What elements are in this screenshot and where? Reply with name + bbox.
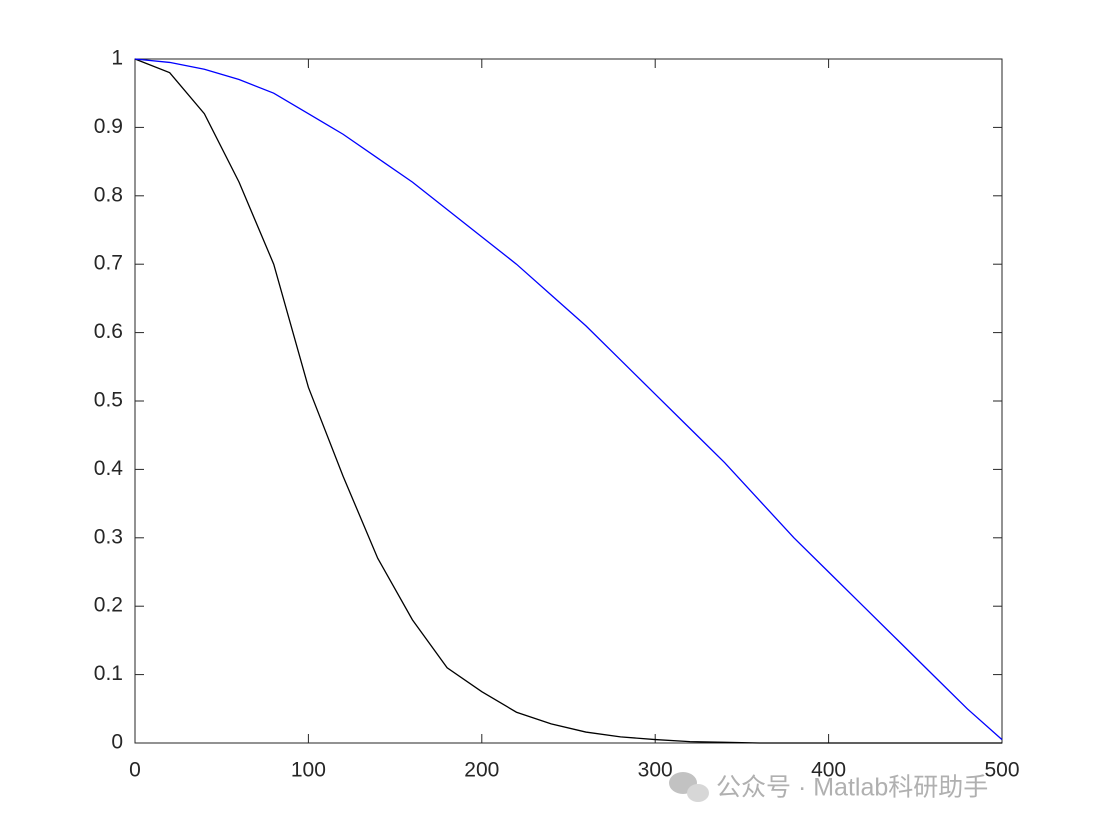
x-tick-label: 500 xyxy=(984,759,1019,782)
x-tick-label: 400 xyxy=(811,759,846,782)
line-series xyxy=(134,58,1002,744)
x-tick-label: 200 xyxy=(464,759,499,782)
y-tick-label: 0.2 xyxy=(94,594,123,617)
watermark: 公众号 · Matlab科研助手 xyxy=(716,774,988,802)
y-tick-label: 1 xyxy=(111,47,123,70)
y-tick-label: 0.8 xyxy=(94,183,123,206)
y-tick-label: 0.3 xyxy=(94,525,123,548)
y-tick-label: 0.9 xyxy=(94,115,123,138)
y-tick-label: 0.4 xyxy=(94,457,124,480)
plot-box xyxy=(134,58,1003,744)
x-tick-label: 300 xyxy=(638,759,673,782)
x-tick-label: 100 xyxy=(291,759,326,782)
y-tick-label: 0.1 xyxy=(94,662,123,685)
y-tick-label: 0 xyxy=(111,731,123,754)
x-tick-label: 0 xyxy=(129,759,141,782)
line-series xyxy=(134,58,1003,741)
y-tick-label: 0.7 xyxy=(94,252,123,275)
watermark-icon xyxy=(669,772,709,802)
y-tick-label: 0.6 xyxy=(94,320,123,343)
y-tick-label: 0.5 xyxy=(94,389,123,412)
